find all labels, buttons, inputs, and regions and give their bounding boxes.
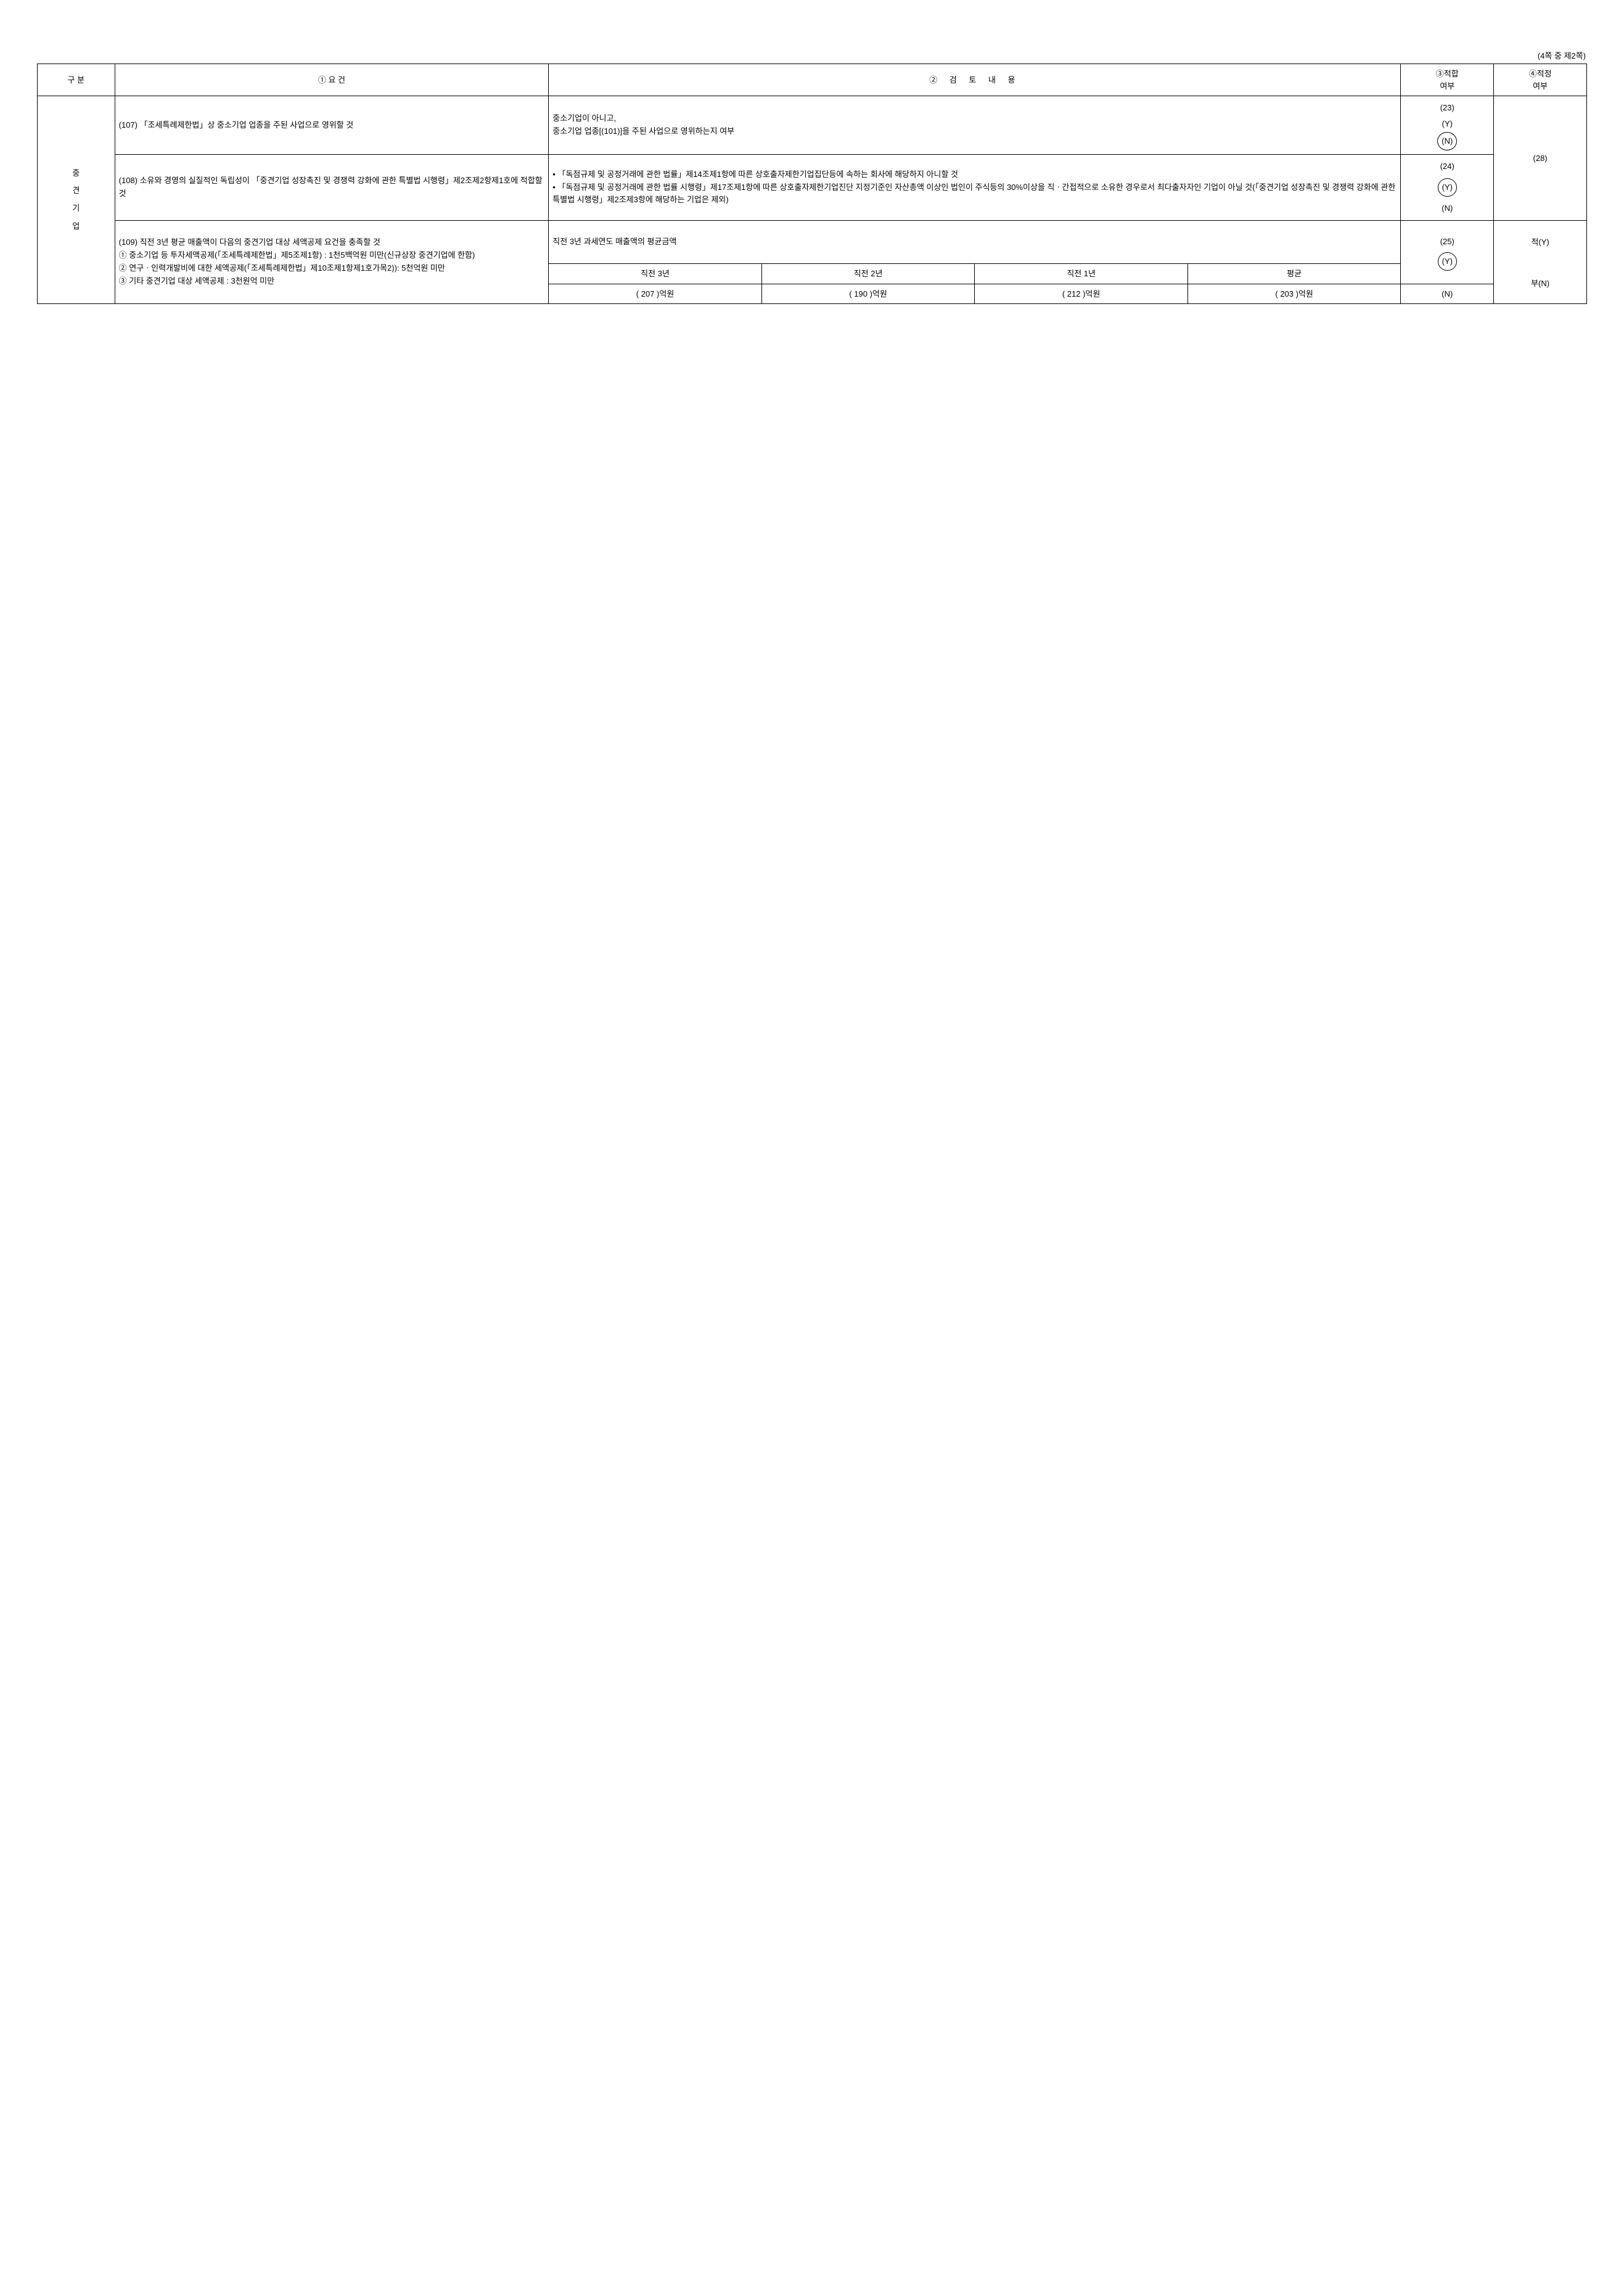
fit-109-y: (Y)	[1403, 250, 1491, 271]
fit-108-n: (N)	[1403, 200, 1491, 216]
yh-3: 직전 3년	[549, 264, 762, 284]
review-107: 중소기업이 아니고, 중소기업 업종[(101)]을 주된 사업으로 영위하는지…	[549, 96, 1401, 155]
req-109: (109) 직전 3년 평균 매출액이 다음의 중견기업 대상 세액공제 요건을…	[115, 221, 549, 304]
category-cell: 중 견 기 업	[38, 96, 115, 304]
req-108: (108) 소유와 경영의 실질적인 독립성이 「중견기업 성장촉진 및 경쟁력…	[115, 155, 549, 221]
yh-1: 직전 1년	[975, 264, 1188, 284]
review-109-text: 직전 3년 과세연도 매출액의 평균금액	[549, 221, 1401, 264]
fit-107: (23) (Y) (N)	[1401, 96, 1494, 155]
header-requirement: ① 요 건	[115, 64, 549, 96]
fit-107-num: (23)	[1403, 100, 1491, 116]
req-107: (107) 「조세특례제한법」상 중소기업 업종을 주된 사업으로 영위할 것	[115, 96, 549, 155]
fit-109-n: (N)	[1401, 284, 1494, 304]
row-109-top: (109) 직전 3년 평균 매출액이 다음의 중견기업 대상 세액공제 요건을…	[38, 221, 1587, 264]
main-table: 구 분 ① 요 건 ② 검 토 내 용 ③적합 여부 ④적정 여부 중 견 기 …	[37, 64, 1587, 304]
fit-108: (24) (Y) (N)	[1401, 155, 1494, 221]
yh-2: 직전 2년	[761, 264, 975, 284]
fixed-107: (28)	[1494, 96, 1587, 221]
fixed-109-label: 부(N)	[1494, 264, 1587, 304]
yv-avg: ( 203 )억원	[1187, 284, 1401, 304]
header-fit: ③적합 여부	[1401, 64, 1494, 96]
yv-3: ( 207 )억원	[549, 284, 762, 304]
yv-1: ( 212 )억원	[975, 284, 1188, 304]
header-fixed: ④적정 여부	[1494, 64, 1587, 96]
header-row: 구 분 ① 요 건 ② 검 토 내 용 ③적합 여부 ④적정 여부	[38, 64, 1587, 96]
fit-108-num: (24)	[1403, 158, 1491, 175]
fixed-108-label: 적(Y)	[1494, 221, 1587, 264]
row-107: 중 견 기 업 (107) 「조세특례제한법」상 중소기업 업종을 주된 사업으…	[38, 96, 1587, 155]
fit-107-n: (N)	[1403, 132, 1491, 150]
yh-avg: 평균	[1187, 264, 1401, 284]
fit-108-y: (Y)	[1403, 175, 1491, 200]
header-gubun: 구 분	[38, 64, 115, 96]
review-108: • 「독점규제 및 공정거래에 관한 법률」제14조제1항에 따른 상호출자제한…	[549, 155, 1401, 221]
page-indicator: (4쪽 중 제2쪽)	[37, 49, 1587, 61]
fit-109-top: (25) (Y)	[1401, 221, 1494, 284]
row-108: (108) 소유와 경영의 실질적인 독립성이 「중견기업 성장촉진 및 경쟁력…	[38, 155, 1587, 221]
yv-2: ( 190 )억원	[761, 284, 975, 304]
header-review: ② 검 토 내 용	[549, 64, 1401, 96]
fit-109-num: (25)	[1403, 234, 1491, 250]
fit-107-y: (Y)	[1403, 116, 1491, 132]
